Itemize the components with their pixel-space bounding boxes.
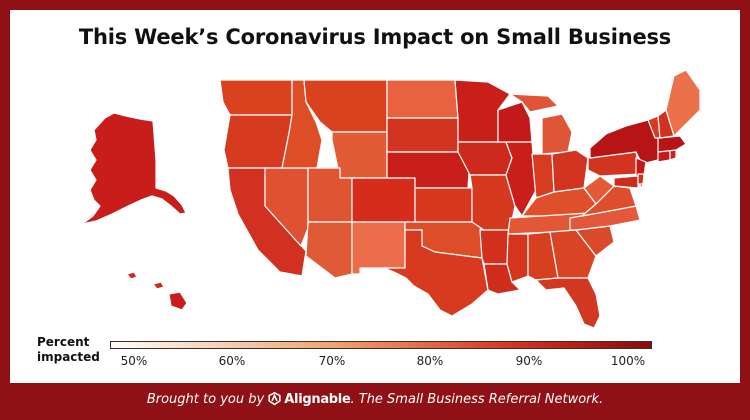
state-oregon[interactable] bbox=[223, 114, 293, 169]
alignable-logo-icon bbox=[268, 392, 281, 406]
state-illinois[interactable] bbox=[505, 141, 537, 217]
state-south-dakota[interactable] bbox=[386, 117, 459, 153]
state-hawaii-maui[interactable] bbox=[152, 281, 165, 290]
legend-label-line2: impacted bbox=[37, 350, 100, 364]
page-title: This Week’s Coronavirus Impact on Small … bbox=[78, 25, 672, 49]
state-rhode-island[interactable] bbox=[669, 149, 677, 161]
state-ohio[interactable] bbox=[551, 149, 589, 193]
state-indiana[interactable] bbox=[531, 153, 555, 199]
map-card: This Week’s Coronavirus Impact on Small … bbox=[10, 10, 740, 383]
state-colorado[interactable] bbox=[351, 177, 416, 223]
state-north-dakota[interactable] bbox=[386, 79, 459, 119]
legend-tick: 70% bbox=[318, 354, 346, 368]
alignable-logo[interactable]: Alignable bbox=[268, 392, 351, 407]
legend-label: Percent impacted bbox=[37, 335, 117, 365]
footer-suffix: . The Small Business Referral Network. bbox=[350, 392, 604, 407]
state-hawaii-big-island[interactable] bbox=[168, 291, 188, 311]
state-michigan-upper[interactable] bbox=[509, 93, 559, 113]
footer: Brought to you by Alignable. The Small B… bbox=[0, 392, 750, 407]
legend-tick: 90% bbox=[515, 354, 543, 368]
state-florida[interactable] bbox=[535, 277, 601, 329]
state-mississippi[interactable] bbox=[506, 233, 529, 283]
us-choropleth-map bbox=[81, 69, 701, 329]
footer-prefix: Brought to you by bbox=[146, 392, 265, 407]
state-michigan[interactable] bbox=[541, 113, 573, 155]
state-new-mexico[interactable] bbox=[351, 221, 406, 275]
state-arkansas[interactable] bbox=[479, 229, 511, 265]
state-kansas[interactable] bbox=[414, 187, 473, 223]
state-massachusetts[interactable] bbox=[657, 135, 687, 153]
legend-color-bar bbox=[110, 341, 652, 349]
state-maryland[interactable] bbox=[613, 175, 639, 189]
legend-tick: 60% bbox=[218, 354, 246, 368]
legend-tick: 100% bbox=[610, 354, 646, 368]
state-alaska[interactable] bbox=[81, 112, 187, 225]
state-hawaii-oahu[interactable] bbox=[126, 271, 138, 280]
state-washington[interactable] bbox=[219, 79, 293, 116]
state-texas[interactable] bbox=[383, 229, 489, 317]
legend-label-line1: Percent bbox=[37, 335, 90, 349]
state-delaware[interactable] bbox=[637, 173, 645, 185]
legend-tick: 50% bbox=[120, 354, 148, 368]
state-maine[interactable] bbox=[665, 69, 701, 137]
state-arizona[interactable] bbox=[305, 221, 353, 279]
brand-name: Alignable bbox=[284, 392, 351, 407]
legend-tick: 80% bbox=[416, 354, 444, 368]
